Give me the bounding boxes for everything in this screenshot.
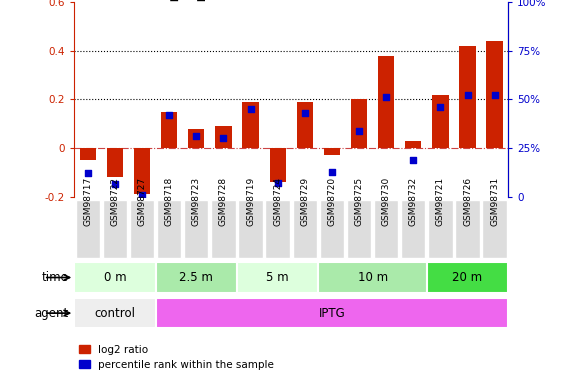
FancyBboxPatch shape [211, 200, 236, 258]
Text: 5 m: 5 m [266, 271, 289, 284]
Point [192, 134, 201, 140]
Point [138, 192, 147, 198]
Bar [405, 141, 421, 148]
FancyBboxPatch shape [320, 200, 344, 258]
Text: control: control [94, 307, 135, 320]
Point [110, 181, 119, 187]
FancyBboxPatch shape [427, 262, 508, 292]
Text: 10 m: 10 m [357, 271, 388, 284]
Point [381, 94, 391, 100]
Bar [459, 46, 476, 148]
Text: GSM98724: GSM98724 [273, 177, 282, 226]
Bar [270, 148, 286, 182]
Point [300, 110, 309, 116]
Point [246, 106, 255, 112]
FancyBboxPatch shape [374, 200, 399, 258]
Bar [107, 148, 123, 177]
FancyBboxPatch shape [75, 200, 100, 258]
Text: 20 m: 20 m [452, 271, 482, 284]
Text: GSM98721: GSM98721 [436, 177, 445, 226]
Text: GSM98722: GSM98722 [110, 177, 119, 226]
Text: GSM98732: GSM98732 [409, 177, 418, 226]
FancyBboxPatch shape [155, 262, 237, 292]
Point [436, 104, 445, 110]
Bar [161, 112, 177, 148]
Text: GSM98729: GSM98729 [300, 177, 309, 226]
Text: GSM98718: GSM98718 [164, 177, 174, 226]
FancyBboxPatch shape [130, 200, 154, 258]
Point [219, 135, 228, 141]
Text: GSM98731: GSM98731 [490, 177, 499, 226]
Bar [378, 56, 394, 148]
Text: GSM98725: GSM98725 [355, 177, 364, 226]
FancyBboxPatch shape [184, 200, 208, 258]
Point [164, 112, 174, 118]
Legend: log2 ratio, percentile rank within the sample: log2 ratio, percentile rank within the s… [79, 345, 274, 370]
Text: time: time [42, 271, 69, 284]
Bar [188, 129, 204, 148]
FancyBboxPatch shape [455, 200, 480, 258]
Bar [351, 99, 367, 148]
FancyBboxPatch shape [238, 200, 263, 258]
Text: GSM98730: GSM98730 [381, 177, 391, 226]
Point [273, 180, 282, 186]
Bar [134, 148, 150, 194]
FancyBboxPatch shape [319, 262, 427, 292]
Text: IPTG: IPTG [319, 307, 345, 320]
Text: 2.5 m: 2.5 m [179, 271, 213, 284]
Text: agent: agent [34, 307, 69, 320]
Point [409, 157, 418, 163]
Text: GSM98717: GSM98717 [83, 177, 93, 226]
FancyBboxPatch shape [155, 298, 508, 328]
Bar [432, 94, 449, 148]
FancyBboxPatch shape [292, 200, 317, 258]
Point [355, 128, 364, 134]
FancyBboxPatch shape [74, 298, 155, 328]
Text: GSM98720: GSM98720 [327, 177, 336, 226]
Point [490, 93, 499, 99]
Bar [242, 102, 259, 148]
Bar [215, 126, 232, 148]
Point [83, 171, 93, 177]
FancyBboxPatch shape [266, 200, 290, 258]
FancyBboxPatch shape [237, 262, 319, 292]
FancyBboxPatch shape [428, 200, 453, 258]
FancyBboxPatch shape [74, 262, 155, 292]
Bar [486, 41, 502, 148]
FancyBboxPatch shape [157, 200, 182, 258]
FancyBboxPatch shape [482, 200, 507, 258]
Bar [324, 148, 340, 155]
Text: 0 m: 0 m [103, 271, 126, 284]
Text: GSM98726: GSM98726 [463, 177, 472, 226]
Text: GSM98723: GSM98723 [192, 177, 201, 226]
Text: GSM98727: GSM98727 [138, 177, 147, 226]
FancyBboxPatch shape [103, 200, 127, 258]
Point [463, 93, 472, 99]
Bar [80, 148, 96, 160]
Bar [297, 102, 313, 148]
Text: GSM98728: GSM98728 [219, 177, 228, 226]
FancyBboxPatch shape [401, 200, 425, 258]
FancyBboxPatch shape [347, 200, 371, 258]
Point [327, 168, 336, 174]
Text: GSM98719: GSM98719 [246, 177, 255, 226]
